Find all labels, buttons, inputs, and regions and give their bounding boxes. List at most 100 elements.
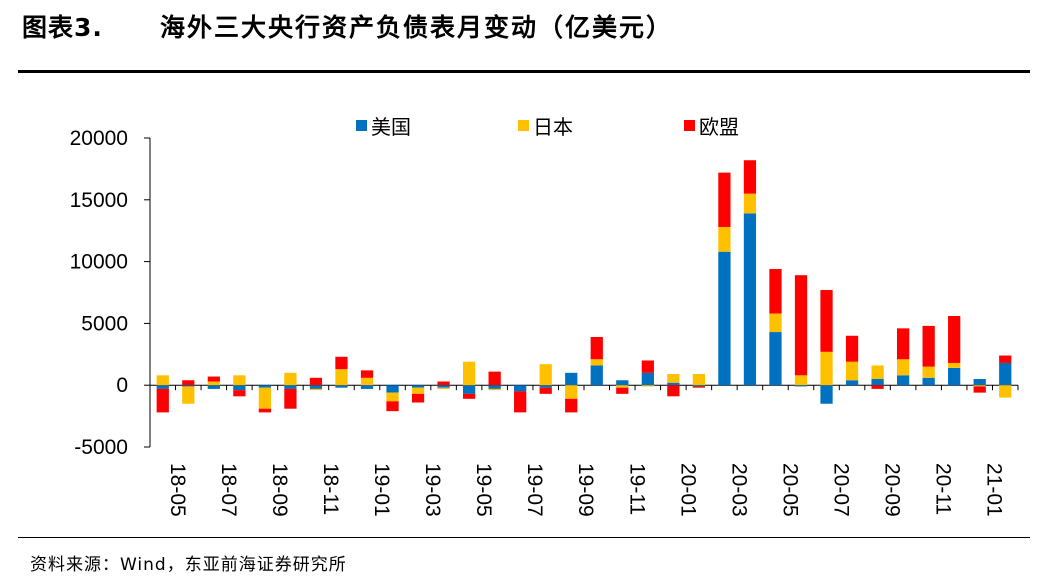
bar-segment	[233, 375, 246, 386]
bar-segment	[437, 381, 450, 386]
bar-segment	[488, 371, 501, 386]
bar-segment	[667, 374, 680, 383]
bar-segment	[335, 385, 348, 388]
x-tick-label: 19-11	[625, 463, 648, 515]
bar-segment	[794, 385, 808, 387]
bar-segment	[207, 376, 220, 382]
bar-segment	[335, 369, 348, 386]
footer-rule	[18, 537, 1030, 538]
bar-segment	[896, 328, 910, 360]
bar-segment	[845, 335, 859, 362]
bar-segment	[309, 385, 323, 389]
bar-segment	[820, 351, 833, 386]
bar-segment	[284, 388, 297, 409]
bar-segment	[514, 385, 527, 392]
bar-segment	[641, 372, 654, 386]
bar-segment	[207, 381, 220, 386]
bar-segment	[360, 385, 374, 389]
bar-segment	[462, 393, 476, 399]
bar-segment	[896, 359, 910, 376]
bar-segment	[845, 361, 859, 381]
source-note: 资料来源：Wind，东亚前海证券研究所	[30, 555, 347, 575]
bar-segment	[258, 387, 272, 409]
bar-segment	[922, 377, 935, 386]
bar-segment	[156, 388, 169, 413]
header-rule	[18, 70, 1030, 73]
bar-segment	[565, 385, 578, 399]
bar-segment	[845, 380, 859, 386]
bar-segment	[360, 370, 374, 378]
bar-segment	[973, 379, 986, 386]
bar-segment	[411, 385, 425, 388]
bar-segment	[182, 385, 195, 387]
bar-segment	[156, 375, 169, 386]
bar-segment	[258, 408, 272, 413]
legend-swatch	[518, 120, 529, 131]
bar-segment	[922, 325, 935, 367]
x-tick-label: 18-05	[166, 463, 189, 517]
x-tick-label: 18-11	[319, 463, 342, 515]
bar-segment	[616, 380, 629, 386]
bar-segment	[692, 386, 706, 388]
x-tick-label: 19-05	[472, 463, 495, 517]
x-tick-label: 18-07	[217, 463, 240, 517]
bar-segment	[539, 385, 552, 388]
x-tick-label: 19-09	[574, 463, 597, 517]
bar-segment	[156, 385, 169, 389]
bar-segment	[871, 379, 884, 386]
x-tick-label: 20-11	[932, 463, 955, 515]
figure-title: 海外三大央行资产负债表月变动（亿美元）	[160, 13, 674, 42]
bar-segment	[769, 269, 782, 314]
y-tick-label: 15000	[70, 189, 128, 212]
y-tick-label: 20000	[70, 127, 128, 150]
bar-segment	[309, 388, 323, 391]
x-tick-label: 19-07	[523, 463, 546, 517]
bar-segment	[565, 398, 578, 413]
bar-segment	[233, 390, 246, 397]
bar-segment	[590, 359, 603, 366]
x-tick-label: 18-09	[268, 463, 291, 517]
x-tick-label: 20-03	[727, 463, 750, 517]
bar-segment	[999, 385, 1012, 398]
bar-segment	[999, 362, 1012, 386]
bar-segment	[539, 364, 552, 386]
y-tick-label: -5000	[74, 436, 128, 459]
bar-segment	[565, 372, 578, 386]
bar-segment	[411, 387, 425, 394]
bar-segment	[820, 385, 833, 404]
bar-segment	[718, 251, 731, 386]
bar-segment	[514, 391, 527, 413]
bar-segment	[948, 315, 961, 363]
bar-segment	[616, 385, 629, 388]
bar-segment	[462, 385, 476, 394]
bar-segment	[973, 385, 986, 387]
bar-segment	[207, 385, 220, 389]
bar-segment	[539, 387, 552, 394]
bar-segment	[411, 393, 425, 403]
y-tick-label: 0	[116, 374, 128, 397]
bar-segment	[871, 365, 884, 380]
chart-legend: 美国 日本 欧盟	[356, 115, 739, 139]
legend-swatch	[356, 120, 367, 131]
legend-label: 美国	[371, 115, 411, 139]
x-tick-label: 21-01	[983, 463, 1006, 517]
bar-segment	[641, 385, 654, 387]
bar-segment	[386, 385, 399, 393]
bar-segment	[386, 392, 399, 402]
bar-segment	[667, 382, 680, 386]
bar-segment	[743, 193, 757, 214]
bar-segment	[386, 401, 399, 412]
x-tick-label: 20-01	[676, 463, 699, 517]
bar-segment	[360, 377, 374, 386]
bar-segment	[641, 360, 654, 373]
x-tick-label: 19-03	[421, 463, 444, 517]
bar-segment	[871, 385, 884, 389]
bar-segment	[488, 385, 501, 389]
bar-segment	[692, 385, 706, 387]
bar-segment	[948, 367, 961, 386]
bar-segment	[948, 362, 961, 368]
chart-bars	[156, 160, 1012, 413]
bar-segment	[258, 385, 272, 388]
bar-segment	[335, 356, 348, 370]
